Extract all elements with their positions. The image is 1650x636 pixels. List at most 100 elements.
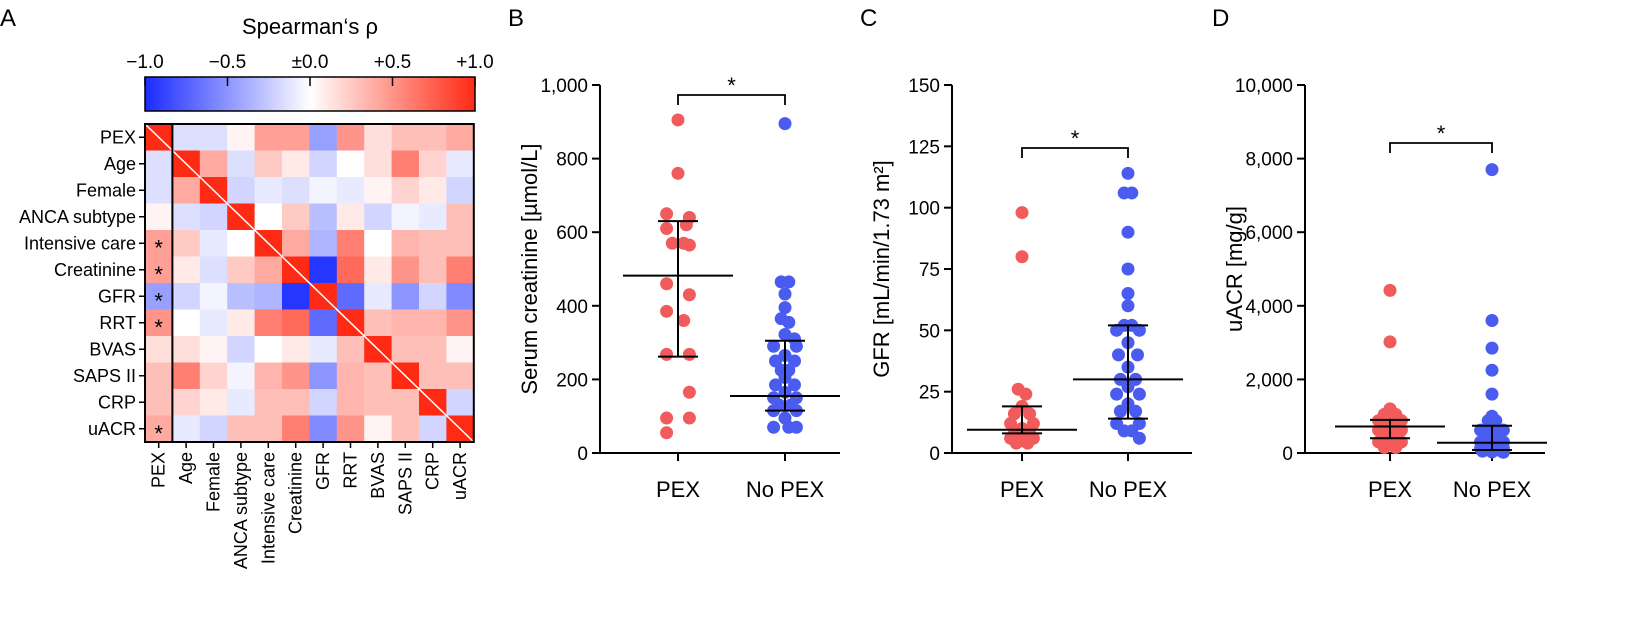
colorbar-title: Spearman‘s ρ — [242, 14, 378, 39]
heatmap-cell — [391, 336, 420, 363]
heatmap-cell — [446, 124, 475, 151]
data-point-pex — [1015, 250, 1029, 264]
heatmap-cell — [336, 230, 365, 257]
heatmap-cell — [419, 203, 447, 231]
panel-letter-D: D — [1212, 5, 1229, 32]
heatmap-cell — [199, 124, 228, 151]
heatmap-cell — [309, 177, 338, 204]
heatmap-cell — [309, 336, 338, 363]
heatmap-col-label: GFR — [313, 452, 333, 490]
heatmap-row-label: uACR — [88, 419, 136, 439]
heatmap-cell — [172, 415, 201, 443]
data-point-pex — [1383, 283, 1397, 297]
data-point-pex — [682, 385, 696, 399]
heatmap-col-label: Female — [204, 452, 224, 512]
data-point-pex — [1019, 387, 1033, 401]
data-point-no-pex — [1125, 186, 1139, 200]
heatmap-cell — [227, 283, 256, 310]
heatmap-cell — [336, 256, 365, 284]
heatmap-cell — [309, 124, 338, 151]
heatmap-cell — [145, 415, 173, 443]
heatmap-cell — [336, 124, 365, 151]
significance-star: * — [154, 262, 163, 287]
y-tick-label: 10,000 — [1235, 76, 1293, 97]
heatmap-cell — [446, 177, 475, 204]
heatmap-cell — [391, 124, 420, 151]
heatmap-row-label: ANCA subtype — [19, 207, 136, 227]
data-point-no-pex — [767, 420, 781, 434]
heatmap-cell — [364, 150, 393, 178]
heatmap-col-label: RRT — [341, 452, 361, 489]
heatmap-cell — [446, 203, 475, 231]
heatmap-row-label: Female — [76, 180, 136, 200]
heatmap-cell — [199, 362, 228, 390]
heatmap-cell — [172, 230, 201, 257]
heatmap-cell — [199, 150, 228, 178]
dotplot-panel-C: 0 25 50 75 100 125 150 GFR [mL/min/1.73 m²] PEX N… — [869, 76, 1192, 502]
heatmap-cell — [419, 309, 447, 337]
data-point-no-pex — [1121, 287, 1135, 301]
data-point-pex — [682, 411, 696, 425]
data-point-pex — [660, 411, 674, 425]
data-point-no-pex — [767, 339, 781, 353]
heatmap-cell — [282, 203, 310, 231]
heatmap-cell — [254, 150, 283, 178]
heatmap-cell — [172, 177, 201, 204]
heatmap-cell — [254, 389, 283, 416]
heatmap-cell — [282, 309, 310, 337]
heatmap-cell — [419, 256, 447, 284]
data-point-pex — [1023, 407, 1037, 421]
category-label: PEX — [656, 477, 700, 502]
y-tick-label: 200 — [556, 370, 588, 391]
data-point-no-pex — [782, 315, 796, 329]
heatmap-col-label: SAPS II — [395, 452, 415, 515]
heatmap-cell — [227, 336, 256, 363]
data-point-no-pex — [1110, 387, 1124, 401]
heatmap-cell — [227, 389, 256, 416]
heatmap-cell — [254, 336, 283, 363]
y-tick-label: 600 — [556, 223, 588, 244]
data-point-pex — [682, 347, 696, 361]
heatmap-cell — [309, 309, 338, 337]
data-point-no-pex — [1121, 262, 1135, 276]
data-point-no-pex — [1131, 348, 1144, 362]
y-tick-label: 2,000 — [1245, 370, 1293, 391]
heatmap-cell — [227, 362, 256, 390]
data-point-no-pex — [769, 378, 782, 392]
significance-bracket — [1389, 142, 1493, 153]
heatmap-cell — [364, 177, 393, 204]
heatmap-diagonal — [144, 123, 475, 443]
heatmap-col-label: ANCA subtype — [231, 452, 251, 569]
category-label: No PEX — [1453, 477, 1532, 502]
data-point-pex — [1007, 407, 1021, 421]
data-point-no-pex — [1485, 163, 1499, 177]
heatmap-cell — [309, 362, 338, 390]
heatmap-cell — [282, 177, 310, 204]
heatmap-row-label: RRT — [99, 313, 136, 333]
data-point-no-pex — [1121, 299, 1135, 313]
panel-letter-C: C — [860, 5, 877, 32]
heatmap-cell — [446, 362, 475, 390]
heatmap-cell — [419, 230, 447, 257]
heatmap-cell — [419, 150, 447, 178]
heatmap-cell — [364, 415, 393, 443]
colorbar-tick-label: −0.5 — [209, 52, 247, 73]
heatmap-cell — [336, 389, 365, 416]
heatmap-cell — [172, 362, 201, 390]
heatmap-cell — [227, 150, 256, 178]
heatmap-cell — [282, 230, 310, 257]
y-tick-label: 8,000 — [1245, 150, 1293, 171]
heatmap-panel: Spearman‘s ρ −1.0 −0.5 ±0.0 +0.5 +1.0 PEX Age Fe… — [19, 14, 494, 569]
heatmap-cell — [391, 309, 420, 337]
data-point-pex — [1389, 440, 1403, 454]
heatmap-cell — [446, 309, 475, 337]
heatmap-cell — [309, 389, 338, 416]
heatmap-cell — [145, 256, 173, 284]
heatmap-cell — [391, 389, 420, 416]
heatmap-cell — [145, 203, 173, 231]
heatmap-cell — [254, 362, 283, 390]
colorbar-tick-label: +0.5 — [374, 52, 412, 73]
heatmap-cell — [364, 283, 393, 310]
heatmap-col-label: Age — [176, 452, 196, 484]
data-point-no-pex — [778, 301, 792, 315]
